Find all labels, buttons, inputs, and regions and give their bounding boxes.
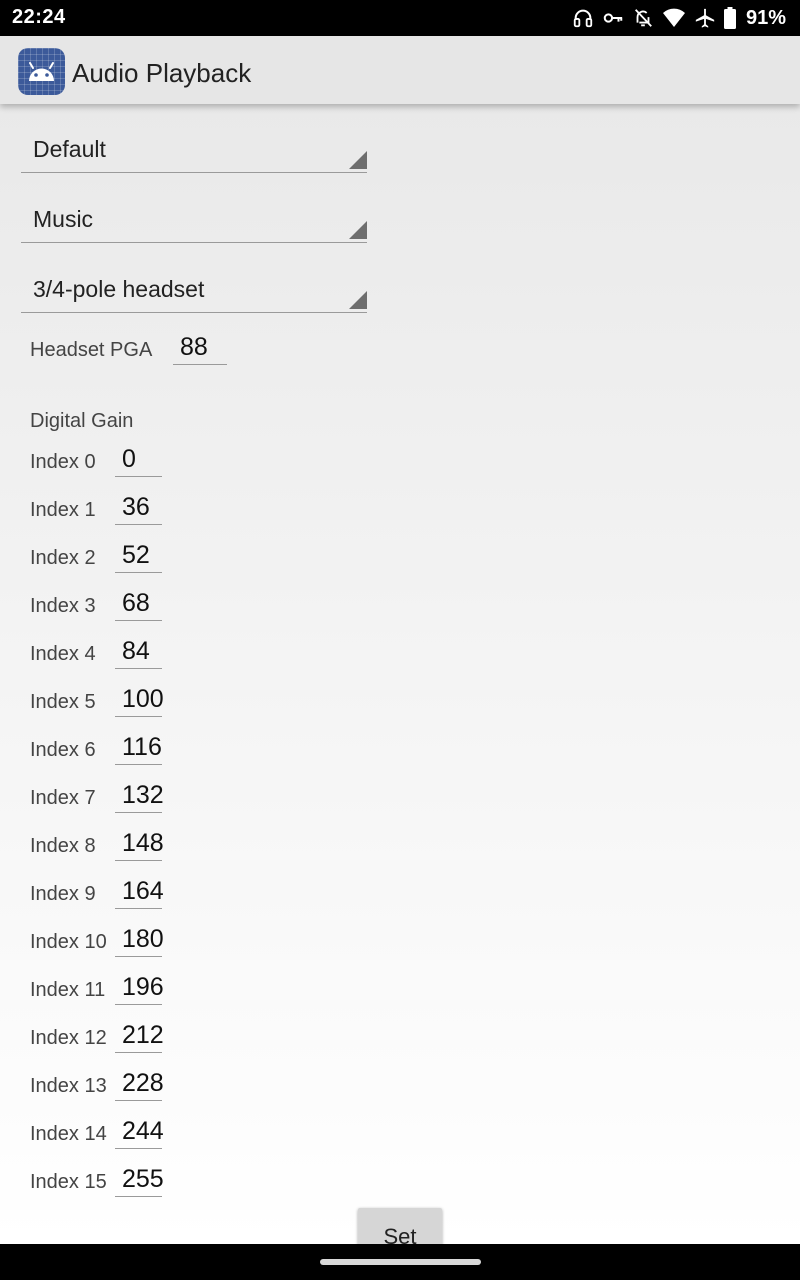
gain-index-label: Index 15 <box>30 1171 107 1193</box>
status-time: 22:24 <box>12 6 66 28</box>
spinner-value: Default <box>33 136 106 162</box>
app-bar: Audio Playback <box>0 36 800 104</box>
android-app-icon <box>18 48 65 95</box>
spinner-value: Music <box>33 206 94 232</box>
status-icons: 91% <box>572 5 786 31</box>
headset-pga-input[interactable]: 88 <box>173 334 227 365</box>
gain-index-input[interactable]: 180 <box>115 926 164 957</box>
gain-index-label: Index 11 <box>30 979 106 1001</box>
app-title: Audio Playback <box>72 58 252 88</box>
gain-index-input[interactable]: 84 <box>115 638 162 669</box>
headphones-icon <box>573 9 593 28</box>
gain-index-label: Index 12 <box>30 1027 107 1049</box>
gain-index-label: Index 10 <box>30 931 107 953</box>
gain-index-input[interactable]: 212 <box>115 1022 164 1053</box>
gain-index-input[interactable]: 68 <box>115 590 162 621</box>
gain-index-input[interactable]: 52 <box>115 542 162 573</box>
gain-index-label: Index 0 <box>30 451 96 473</box>
output-device-spinner[interactable]: 3/4-pole headset <box>21 268 367 313</box>
gain-index-label: Index 3 <box>30 595 96 617</box>
navigation-bar <box>0 1244 800 1280</box>
notifications-off-icon <box>634 9 652 27</box>
content-area: Default Music 3/4-pole headset Headset P… <box>0 104 800 1244</box>
gain-index-input[interactable]: 116 <box>115 734 162 765</box>
gain-index-input[interactable]: 132 <box>115 782 164 813</box>
dropdown-arrow-icon <box>349 221 367 239</box>
gain-index-input[interactable]: 0 <box>115 446 162 477</box>
gain-index-label: Index 4 <box>30 643 96 665</box>
gain-index-label: Index 6 <box>30 739 96 761</box>
gain-index-label: Index 2 <box>30 547 96 569</box>
status-bar: 22:24 91% <box>0 0 800 36</box>
gain-index-label: Index 1 <box>30 499 96 521</box>
gain-index-input[interactable]: 164 <box>115 878 164 909</box>
gain-index-input[interactable]: 244 <box>115 1118 164 1149</box>
gain-index-input[interactable]: 36 <box>115 494 162 525</box>
dropdown-arrow-icon <box>349 151 367 169</box>
dropdown-arrow-icon <box>349 291 367 309</box>
gain-index-input[interactable]: 228 <box>115 1070 164 1101</box>
gain-index-input[interactable]: 196 <box>115 974 164 1005</box>
gain-index-label: Index 13 <box>30 1075 107 1097</box>
device-spinner[interactable]: Default <box>21 128 367 173</box>
headset-pga-label: Headset PGA <box>30 339 153 361</box>
stream-type-spinner[interactable]: Music <box>21 198 367 243</box>
battery-icon <box>723 7 736 29</box>
gain-index-input[interactable]: 148 <box>115 830 164 861</box>
vpn-key-icon <box>603 13 623 23</box>
gain-index-label: Index 5 <box>30 691 96 713</box>
gain-index-label: Index 8 <box>30 835 96 857</box>
battery-percentage: 91% <box>745 6 786 29</box>
airplane-mode-icon <box>695 8 715 28</box>
wifi-icon <box>662 8 685 27</box>
gain-index-input[interactable]: 100 <box>115 686 164 717</box>
gain-index-input[interactable]: 255 <box>115 1166 164 1197</box>
gain-index-label: Index 14 <box>30 1123 107 1145</box>
gain-index-label: Index 7 <box>30 787 96 809</box>
digital-gain-heading: Digital Gain <box>30 410 134 432</box>
spinner-value: 3/4-pole headset <box>33 276 205 302</box>
home-gesture-handle[interactable] <box>320 1259 481 1265</box>
set-button[interactable]: Set <box>358 1208 442 1244</box>
gain-index-label: Index 9 <box>30 883 96 905</box>
